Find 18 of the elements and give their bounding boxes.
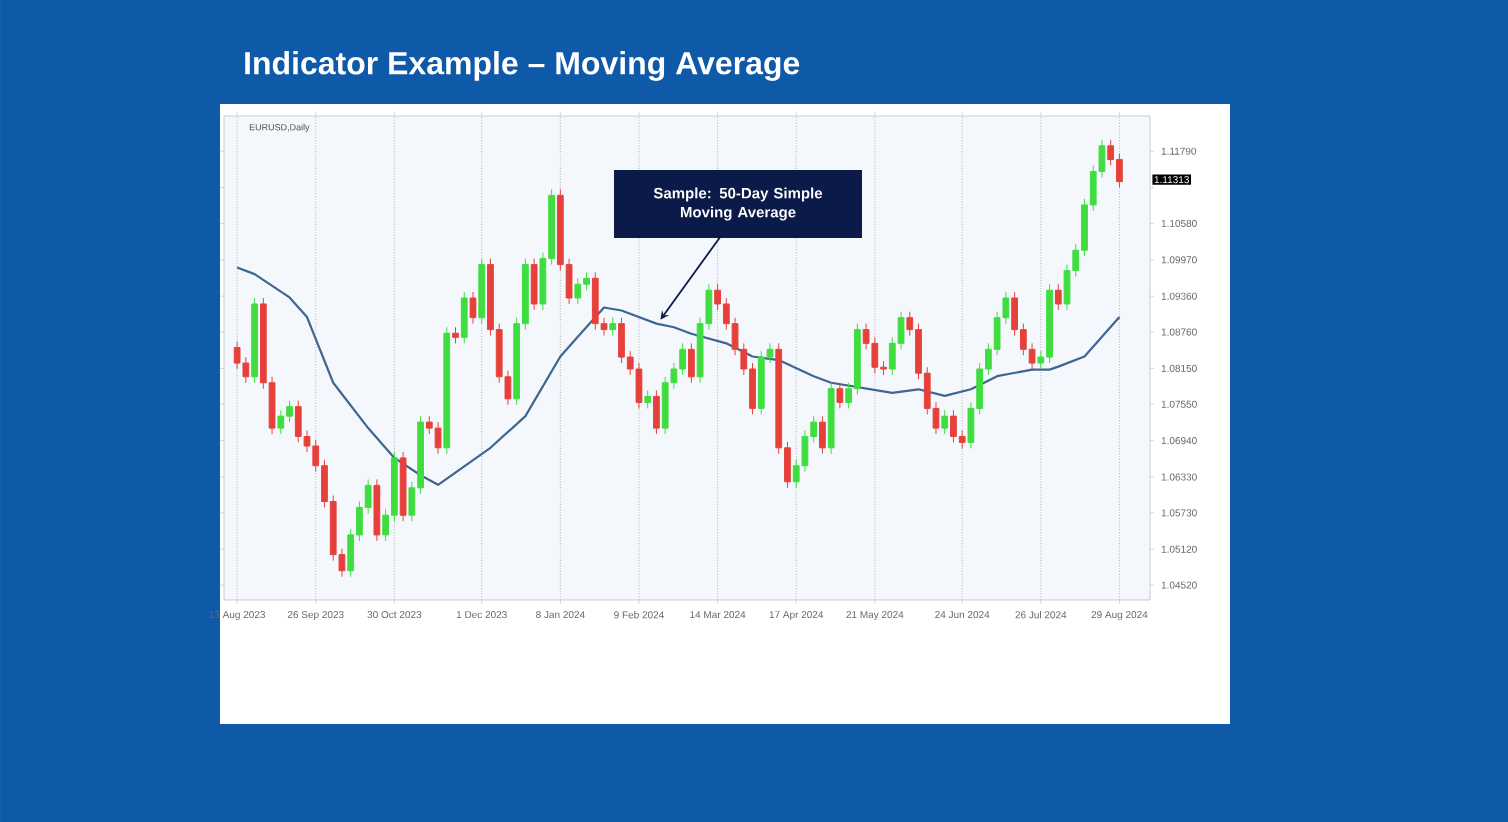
candlestick <box>233 341 241 370</box>
candlestick <box>443 326 451 455</box>
line-series <box>236 266 1121 486</box>
candlestick <box>827 382 835 455</box>
candlestick <box>478 258 486 325</box>
candlestick <box>688 342 695 384</box>
candlestick <box>373 478 381 542</box>
candlestick <box>251 297 258 384</box>
candlestick <box>609 317 617 337</box>
chart-title: Indicator Example – Moving Average <box>245 51 800 81</box>
candlestick <box>530 258 538 311</box>
candlestick <box>399 451 407 522</box>
candlestick <box>635 362 643 409</box>
candlestick <box>853 323 861 396</box>
candlestick <box>819 415 826 455</box>
candlestick <box>469 291 477 325</box>
candlestick <box>836 382 844 409</box>
candlestick <box>434 421 442 455</box>
